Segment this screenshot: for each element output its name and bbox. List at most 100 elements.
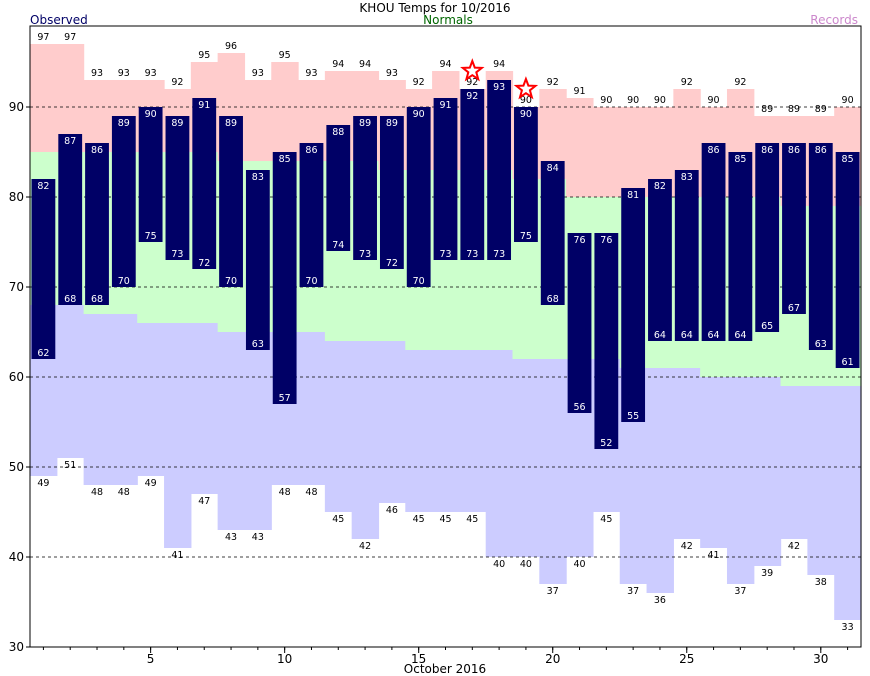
observed-low-label: 72 — [386, 258, 398, 269]
record-high-label: 95 — [279, 50, 291, 61]
observed-low-label: 70 — [225, 276, 237, 287]
record-high-band — [566, 98, 594, 197]
y-tick-label: 70 — [9, 280, 24, 294]
observed-high-label: 89 — [171, 118, 183, 129]
record-high-label: 93 — [118, 68, 130, 79]
observed-bar — [31, 179, 56, 359]
observed-bar — [299, 143, 324, 287]
observed-high-label: 81 — [627, 190, 639, 201]
record-low-band — [110, 314, 138, 485]
observed-bar — [85, 143, 109, 305]
record-high-label: 94 — [439, 59, 451, 70]
observed-bar — [326, 125, 351, 251]
record-low-band — [753, 377, 782, 566]
observed-low-label: 68 — [64, 294, 76, 305]
record-high-label: 90 — [842, 95, 854, 106]
observed-low-label: 72 — [198, 258, 210, 269]
observed-bar — [835, 152, 860, 368]
observed-low-label: 61 — [842, 357, 854, 368]
record-star-icon — [460, 58, 485, 82]
y-tick-label: 60 — [9, 370, 24, 384]
record-low-label: 42 — [788, 541, 800, 552]
observed-low-label: 64 — [734, 330, 746, 341]
record-high-label: 93 — [305, 68, 317, 79]
record-low-label: 43 — [225, 532, 237, 543]
observed-low-label: 63 — [252, 339, 264, 350]
observed-low-label: 75 — [145, 231, 157, 242]
observed-bar — [782, 143, 806, 314]
record-low-band — [646, 368, 674, 593]
observed-high-label: 89 — [118, 118, 130, 129]
legend-records: Records — [810, 13, 858, 27]
observed-low-label: 64 — [708, 330, 720, 341]
record-low-band — [539, 359, 567, 584]
record-low-band — [351, 341, 380, 539]
record-high-band — [592, 107, 621, 197]
record-high-label: 90 — [654, 95, 666, 106]
record-low-label: 45 — [332, 514, 344, 525]
record-low-label: 45 — [413, 514, 425, 525]
observed-bar — [433, 98, 458, 260]
record-low-band — [137, 323, 165, 476]
record-low-label: 49 — [145, 478, 157, 489]
observed-high-label: 76 — [600, 235, 612, 246]
record-high-label: 97 — [64, 32, 76, 43]
observed-low-label: 65 — [761, 321, 773, 332]
record-low-band — [324, 341, 353, 512]
record-low-label: 40 — [493, 559, 505, 570]
record-low-label: 48 — [91, 487, 103, 498]
observed-bar — [540, 161, 565, 305]
record-low-band — [83, 314, 112, 485]
observed-high-label: 92 — [466, 91, 478, 102]
x-tick-label: 20 — [545, 652, 560, 666]
observed-high-label: 86 — [788, 145, 800, 156]
x-tick-label: 30 — [813, 652, 828, 666]
observed-high-label: 86 — [305, 145, 317, 156]
record-low-band — [673, 368, 701, 539]
observed-low-label: 52 — [600, 438, 612, 449]
observed-low-label: 68 — [91, 294, 103, 305]
observed-bar — [353, 116, 377, 260]
observed-high-label: 89 — [359, 118, 371, 129]
record-high-band — [244, 80, 272, 161]
record-low-label: 42 — [681, 541, 693, 552]
x-tick-label: 10 — [277, 652, 292, 666]
record-high-label: 92 — [171, 77, 183, 88]
record-low-band — [780, 386, 808, 539]
record-high-band — [271, 62, 299, 161]
record-low-label: 45 — [466, 514, 478, 525]
observed-low-label: 75 — [520, 231, 532, 242]
record-low-label: 43 — [252, 532, 264, 543]
record-high-label: 93 — [252, 68, 264, 79]
observed-low-label: 73 — [359, 249, 371, 260]
record-high-label: 92 — [466, 77, 478, 88]
record-low-band — [164, 323, 192, 548]
observed-high-label: 90 — [520, 109, 532, 120]
record-low-band — [217, 332, 246, 530]
observed-high-label: 85 — [842, 154, 854, 165]
observed-high-label: 90 — [413, 109, 425, 120]
observed-bar — [379, 116, 404, 269]
observed-high-label: 76 — [573, 235, 585, 246]
observed-high-label: 86 — [708, 145, 720, 156]
observed-bar — [487, 80, 512, 260]
record-low-label: 49 — [37, 478, 49, 489]
record-high-label: 92 — [681, 77, 693, 88]
observed-bar — [594, 233, 619, 449]
record-low-label: 39 — [761, 568, 773, 579]
observed-low-label: 73 — [171, 249, 183, 260]
observed-bar — [406, 107, 431, 287]
observed-bar — [165, 116, 190, 260]
record-low-label: 38 — [815, 577, 827, 588]
record-low-label: 51 — [64, 460, 76, 471]
observed-high-label: 85 — [734, 154, 746, 165]
y-tick-label: 40 — [9, 550, 24, 564]
record-low-band — [834, 386, 862, 620]
observed-low-label: 56 — [573, 402, 585, 413]
observed-low-label: 73 — [493, 249, 505, 260]
x-axis-label: October 2016 — [404, 662, 486, 676]
observed-bar — [755, 143, 780, 332]
record-high-label: 89 — [761, 104, 773, 115]
record-low-band — [244, 332, 272, 530]
record-low-band — [726, 377, 755, 584]
